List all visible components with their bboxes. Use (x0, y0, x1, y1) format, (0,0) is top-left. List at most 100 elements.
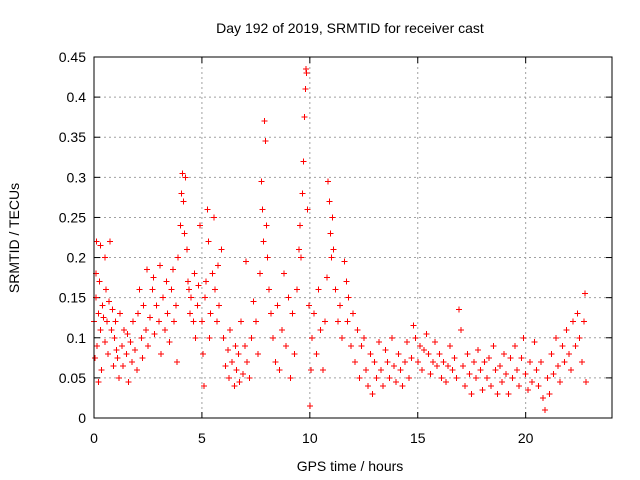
data-point (124, 330, 131, 337)
data-point (98, 366, 105, 373)
data-point (362, 366, 369, 373)
data-point (518, 354, 525, 361)
data-point (514, 366, 521, 373)
data-point (576, 334, 583, 341)
data-point (160, 294, 167, 301)
data-point (112, 318, 119, 325)
data-point (204, 206, 211, 213)
data-point (136, 286, 143, 293)
data-point (113, 346, 120, 353)
data-point (150, 274, 157, 281)
data-point (352, 358, 359, 365)
data-point (432, 338, 439, 345)
data-point (531, 338, 538, 345)
data-point (102, 286, 109, 293)
data-point (132, 346, 139, 353)
data-point (327, 230, 334, 237)
data-point (199, 350, 206, 357)
data-point (522, 370, 529, 377)
y-tick-label: 0 (78, 410, 86, 426)
data-point (255, 350, 262, 357)
data-point (173, 302, 180, 309)
data-point (373, 374, 380, 381)
x-tick-label: 0 (90, 430, 98, 446)
data-point (350, 310, 356, 317)
data-point (360, 334, 367, 341)
data-point (97, 242, 104, 249)
data-point (416, 342, 423, 349)
data-point (260, 238, 267, 245)
data-point (354, 326, 361, 333)
data-point (209, 270, 216, 277)
data-point (285, 294, 292, 301)
data-point (546, 390, 553, 397)
data-point (205, 238, 212, 245)
data-point (264, 254, 271, 261)
data-point (116, 310, 123, 317)
grid (94, 57, 612, 418)
x-axis-label: GPS time / hours (297, 458, 404, 474)
data-point (574, 310, 581, 317)
y-tick-label: 0.3 (67, 169, 87, 185)
x-tick-label: 5 (198, 430, 206, 446)
y-tick-label: 0.15 (59, 290, 86, 306)
data-point (226, 326, 233, 333)
x-tick-label: 10 (302, 430, 318, 446)
data-point (300, 158, 307, 165)
data-point (539, 394, 546, 401)
data-point (498, 378, 505, 385)
data-point (410, 322, 417, 329)
data-point (174, 358, 181, 365)
data-point (166, 338, 173, 345)
data-point (313, 350, 320, 357)
data-point (170, 318, 177, 325)
data-point (203, 278, 210, 285)
data-point (101, 254, 108, 261)
data-point (143, 266, 150, 273)
data-point (190, 318, 197, 325)
data-point (187, 310, 194, 317)
data-point (436, 350, 443, 357)
data-point (425, 350, 432, 357)
data-point (244, 358, 251, 365)
data-point (239, 370, 246, 377)
data-point (533, 366, 540, 373)
data-point (183, 246, 190, 253)
data-point (168, 286, 175, 293)
data-point (330, 246, 337, 253)
data-point (93, 238, 100, 245)
data-point (211, 286, 218, 293)
data-point (114, 354, 121, 361)
data-point (401, 358, 408, 365)
data-point (198, 318, 205, 325)
data-point (343, 278, 350, 285)
data-point (427, 370, 434, 377)
data-point (421, 346, 428, 353)
data-point (202, 294, 209, 301)
data-point (473, 374, 480, 381)
data-point (503, 370, 510, 377)
data-point (535, 382, 542, 389)
data-point (242, 342, 249, 349)
data-point (341, 258, 348, 265)
data-point (483, 374, 490, 381)
data-point (215, 262, 222, 269)
data-point (388, 334, 395, 341)
data-point (434, 362, 441, 369)
data-point (321, 318, 328, 325)
data-point (94, 342, 101, 349)
data-point (97, 326, 104, 333)
data-point (185, 286, 192, 293)
data-point (414, 358, 421, 365)
data-point (291, 350, 298, 357)
data-point (325, 178, 332, 185)
data-point (218, 246, 225, 253)
data-point (192, 334, 199, 341)
data-point (179, 170, 186, 177)
axis-ticks (93, 56, 612, 419)
data-point (105, 350, 112, 357)
data-point (345, 294, 352, 301)
data-point (293, 286, 300, 293)
data-point (408, 354, 415, 361)
data-point (369, 390, 376, 397)
